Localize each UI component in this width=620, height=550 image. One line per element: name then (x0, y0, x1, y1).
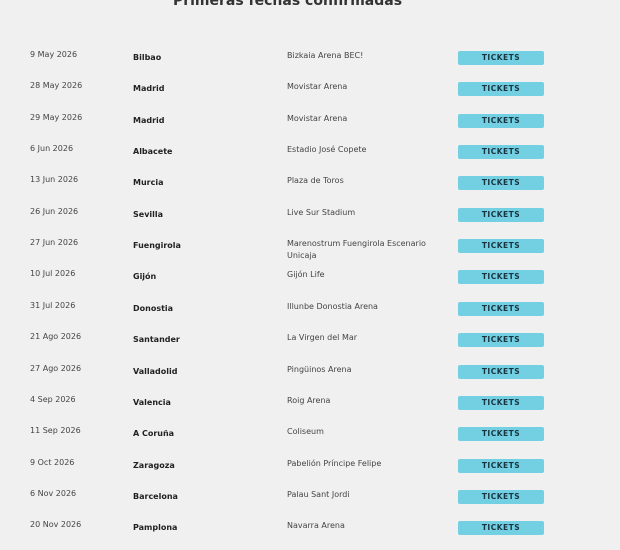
tickets-button[interactable]: TICKETS (458, 364, 544, 379)
date-row: 20 Nov 2026 Pamplona Navarra Arena TICKETS (0, 520, 620, 550)
tickets-button[interactable]: TICKETS (458, 145, 544, 160)
date-row: 9 May 2026 Bilbao Bizkaia Arena BEC! TICKET… (0, 50, 620, 80)
tickets-button[interactable]: TICKETS (458, 489, 544, 504)
date: 6 Jun 2026 (30, 144, 74, 154)
tickets-button[interactable]: TICKETS (458, 207, 544, 222)
tickets-button[interactable]: TICKETS (458, 176, 544, 191)
date-row: 11 Sep 2026 A Coruña Coliseum TICKETS (0, 426, 620, 456)
date-row: 6 Jun 2026 Albacete Estadio José Copete TIC… (0, 144, 620, 174)
date-row: 6 Nov 2026 Barcelona Palau Sant Jordi TICKE… (0, 489, 620, 519)
city: Murcia (133, 178, 164, 188)
tickets-button[interactable]: TICKETS (458, 395, 544, 410)
date: 11 Sep 2026 (30, 426, 81, 436)
tickets-button[interactable]: TICKETS (458, 521, 544, 536)
venue: Movistar Arena (287, 113, 348, 123)
date: 27 Ago 2026 (30, 363, 82, 373)
city: Bilbao (133, 53, 162, 62)
venue: La Virgen del Mar (287, 333, 358, 343)
venue: Gijón Life (287, 270, 325, 280)
date: 26 Jun 2026 (30, 206, 79, 216)
venue: Estadio José Copete (287, 145, 367, 155)
date-row: 27 Jun 2026 Fuengirola Marenostrum Fuengir… (0, 238, 620, 268)
tickets-button[interactable]: TICKETS (458, 113, 544, 128)
city: Zaragoza (133, 460, 175, 470)
date-row: 13 Jun 2026 Murcia Plaza de Toros TICKETS (0, 175, 620, 205)
venue: Live Sur Stadium (287, 207, 356, 217)
date: 6 Nov 2026 (30, 488, 77, 498)
date-row: 28 May 2026 Madrid Movistar Arena TICKETS (0, 81, 620, 111)
date-row: 26 Jun 2026 Sevilla Live Sur Stadium TICKET… (0, 207, 620, 237)
date-row: 10 Jul 2026 Gijón Gijón Life TICKETS (0, 269, 620, 299)
date: 31 Jul 2026 (30, 300, 76, 310)
date: 9 May 2026 (30, 50, 78, 59)
venue: Pabelión Príncipe Felipe (287, 458, 382, 468)
title: Primeras fechas confirmadas (172, 0, 403, 9)
venue: Coliseum (287, 427, 324, 437)
date-row: 27 Ago 2026 Valladolid Pingüinos Arena TICK… (0, 364, 620, 394)
date-row: 21 Ago 2026 Santander La Virgen del Mar TIC… (0, 332, 620, 362)
tickets-button[interactable]: TICKETS (458, 270, 544, 285)
date: 9 Oct 2026 (30, 457, 75, 467)
city: Barcelona (133, 491, 178, 501)
city: Fuengirola (133, 241, 181, 251)
date: 13 Jun 2026 (30, 175, 79, 185)
tickets-button[interactable]: TICKETS (458, 301, 544, 316)
city: A Coruña (133, 429, 175, 439)
venue: Movistar Arena (287, 82, 348, 92)
venue: Bizkaia Arena BEC! (287, 51, 364, 60)
venue: Pingüinos Arena (287, 364, 352, 374)
date: 10 Jul 2026 (30, 269, 76, 279)
date: 29 May 2026 (30, 112, 83, 122)
city: Pamplona (133, 523, 178, 533)
date-row: 4 Sep 2026 Valencia Roig Arena TICKETS (0, 395, 620, 425)
tickets-button[interactable]: TICKETS (458, 51, 544, 65)
tickets-button[interactable]: TICKETS (458, 239, 544, 254)
date: 28 May 2026 (30, 81, 83, 91)
city: Valladolid (133, 366, 178, 376)
date-row: 29 May 2026 Madrid Movistar Arena TICKETS (0, 113, 620, 143)
venue: Palau Sant Jordi (287, 489, 350, 499)
city: Madrid (133, 115, 165, 125)
date: 27 Jun 2026 (30, 238, 79, 248)
tickets-button[interactable]: TICKETS (458, 333, 544, 348)
venue: Illunbe Donostia Arena (287, 301, 378, 311)
venue: Roig Arena (287, 395, 331, 405)
city: Valencia (133, 397, 171, 407)
tickets-button[interactable]: TICKETS (458, 427, 544, 442)
date: 21 Ago 2026 (30, 332, 82, 342)
tickets-button[interactable]: TICKETS (458, 458, 544, 473)
tickets-button[interactable]: TICKETS (458, 82, 544, 97)
page: Primeras fechas confirmadas 9 May 2026 Bi… (0, 0, 620, 536)
venue: Navarra Arena (287, 521, 345, 531)
date-row: 9 Oct 2026 Zaragoza Pabelión Príncipe Feli… (0, 458, 620, 488)
date-row: 31 Jul 2026 Donostia Illunbe Donostia Aren… (0, 301, 620, 331)
venue: Plaza de Toros (287, 176, 344, 186)
city: Santander (133, 335, 180, 345)
city: Madrid (133, 84, 165, 94)
venue: Marenostrum Fuengirola Escenario Unicaja (287, 239, 426, 261)
city: Albacete (133, 147, 173, 157)
city: Donostia (133, 303, 174, 313)
date: 4 Sep 2026 (30, 394, 76, 404)
city: Sevilla (133, 209, 164, 219)
city: Gijón (133, 272, 157, 282)
date: 20 Nov 2026 (30, 520, 82, 530)
